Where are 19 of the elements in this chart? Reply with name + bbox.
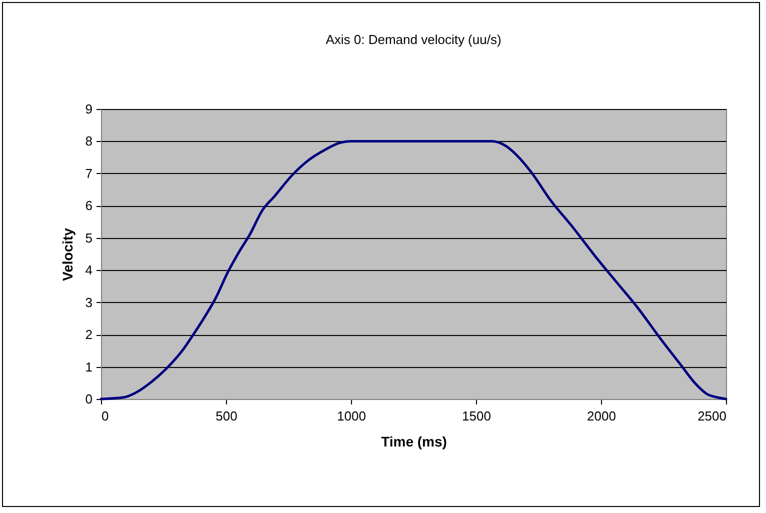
y-tick-label: 9: [85, 102, 92, 116]
y-tick-label: 3: [85, 294, 92, 310]
x-axis-title: Time (ms): [381, 434, 447, 450]
x-tick-label: 1000: [337, 408, 366, 424]
x-tick-label: 0: [102, 408, 109, 424]
x-tick-label: 1500: [462, 408, 491, 424]
y-tick-label: 1: [85, 359, 92, 374]
y-axis-title: Velocity: [59, 228, 76, 281]
chart-title: Axis 0: Demand velocity (uu/s): [326, 32, 502, 47]
y-tick-label: 2: [85, 327, 92, 342]
x-tick-label: 2000: [587, 408, 616, 424]
y-tick-label: 6: [85, 198, 92, 214]
y-tick-label: 0: [85, 392, 92, 406]
y-tick-label: 8: [85, 134, 92, 149]
y-tick-label: 4: [85, 262, 92, 278]
x-tick-label: 2500: [698, 408, 726, 424]
x-tick-label: 500: [216, 408, 238, 424]
y-tick-label: 7: [85, 166, 92, 181]
y-tick-label: 5: [85, 230, 92, 246]
